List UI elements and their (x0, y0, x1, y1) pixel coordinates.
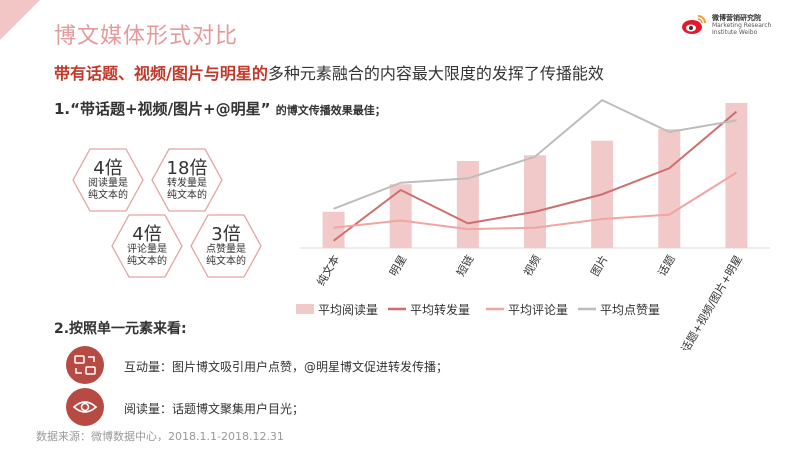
weibo-logo-icon (682, 15, 706, 34)
stat-hexagon: 3倍 点赞量是 纯文本的 (190, 214, 262, 278)
x-tick-label: 明星 (387, 253, 409, 279)
interaction-icon (66, 346, 104, 384)
stat-caption: 阅读量是 纯文本的 (88, 178, 128, 201)
legend-label: 平均点赞量 (600, 303, 660, 317)
insight-text: 阅读量：话题博文聚集用户目光； (124, 402, 305, 416)
hexagon-shape (190, 214, 262, 278)
page-title: 博文媒体形式对比 (54, 24, 239, 49)
subtitle: 带有话题、视频/图片与明星的多种元素融合的内容最大限度的发挥了传播能效 (54, 60, 604, 84)
logo-line-1: 微博营销研究院 (712, 13, 761, 22)
hexagon-shape (72, 148, 144, 212)
x-tick-label: 短链 (453, 253, 476, 279)
bar-mark (389, 184, 412, 248)
hexagon-shape (111, 214, 183, 278)
section-heading-1-main: 1.“带话题+视频/图片+@明星” (54, 100, 271, 118)
data-source: 数据来源：微博数据中心，2018.1.1-2018.12.31 (36, 430, 284, 443)
series-line (333, 171, 737, 231)
stat-value: 4倍 (132, 224, 162, 245)
section-heading-1: 1.“带话题+视频/图片+@明星” 的博文传播效果最佳； (54, 98, 386, 119)
section-heading-1-small: 的博文传播效果最佳； (275, 104, 386, 117)
x-tick-label: 视频 (520, 253, 543, 279)
stat-value: 3倍 (211, 224, 241, 245)
logo: 微博营销研究院 Marketing Research Institute Wei… (681, 14, 782, 36)
stat-caption: 转发量是 纯文本的 (167, 178, 207, 201)
x-tick-label: 话题+视频/图片+明星 (678, 253, 745, 350)
logo-text: 微博营销研究院 Marketing Research Institute Wei… (712, 13, 782, 36)
stat-caption: 点赞量是 纯文本的 (206, 244, 246, 267)
eye-icon (66, 388, 104, 426)
logo-line-2: Marketing Research (712, 21, 772, 29)
logo-line-3: Institute Weibo (712, 28, 758, 36)
hexagon-shape (151, 148, 223, 212)
section-heading-2: 2.按照单一元素来看: (54, 321, 187, 337)
legend-label: 平均转发量 (410, 302, 470, 317)
stat-value: 4倍 (93, 158, 123, 179)
subtitle-rest: 多种元素融合的内容最大限度的发挥了传播能效 (267, 64, 604, 83)
bar-mark (524, 155, 546, 248)
bar-mark (725, 103, 748, 248)
series-line (332, 110, 738, 242)
bar-mark (658, 129, 681, 248)
stat-value: 18倍 (166, 158, 208, 179)
x-tick-label: 图片 (588, 253, 610, 279)
legend-label: 平均阅读量 (318, 303, 378, 317)
stat-caption: 评论量是 纯文本的 (127, 244, 167, 267)
stat-hexagon: 4倍 评论量是 纯文本的 (111, 214, 183, 278)
bar-mark (322, 211, 345, 248)
subtitle-highlight: 带有话题、视频/图片与明星的 (54, 64, 268, 83)
series-line (333, 99, 737, 210)
legend-label: 平均评论量 (508, 303, 568, 317)
stat-hexagon: 18倍 转发量是 纯文本的 (151, 148, 223, 212)
corner-decoration (0, 0, 40, 40)
stat-hexagon: 4倍 阅读量是 纯文本的 (72, 148, 144, 212)
insight-text: 互动量：图片博文吸引用户点赞，@明星博文促进转发传播； (124, 360, 449, 374)
bar-mark (456, 161, 479, 248)
legend-swatch (296, 304, 314, 314)
x-tick-label: 纯文本 (314, 253, 343, 289)
x-tick-label: 话题 (656, 253, 678, 279)
